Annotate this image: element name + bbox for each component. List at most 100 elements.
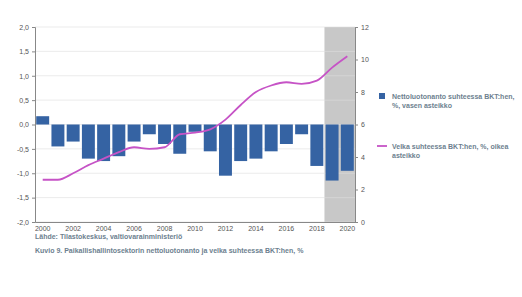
bar — [310, 125, 323, 166]
bar — [143, 125, 156, 135]
grid-line — [35, 75, 355, 76]
title: Kuvio 9. Paikallishallintosektorin netto… — [35, 247, 304, 255]
tick-label: 2014 — [248, 225, 264, 232]
tick-mark — [32, 222, 35, 223]
grid — [35, 27, 355, 222]
tick-mark — [32, 51, 35, 52]
grid-line — [35, 197, 355, 198]
tick-label: 2016 — [279, 225, 295, 232]
tick: 2014 — [248, 222, 264, 232]
tick: 2010 — [187, 222, 203, 232]
tick: 8 — [355, 89, 365, 96]
tick-label: 2000 — [35, 225, 51, 232]
tick: 1,0 — [19, 72, 35, 79]
tick: 0 — [355, 219, 365, 226]
tick-mark — [32, 198, 35, 199]
bar — [326, 125, 339, 181]
bar — [67, 125, 80, 142]
grid-line — [35, 51, 355, 52]
grid-line — [35, 173, 355, 174]
tick: 2002 — [65, 222, 81, 232]
tick-label: 0,0 — [19, 121, 29, 128]
tick-mark — [355, 92, 358, 93]
tick-label: 0,5 — [19, 97, 29, 104]
tick: 6 — [355, 121, 365, 128]
tick-mark — [355, 60, 358, 61]
legend-swatch — [377, 145, 387, 147]
tick: 2018 — [309, 222, 325, 232]
tick-label: 2020 — [340, 225, 356, 232]
line — [43, 56, 348, 180]
tick-mark — [32, 76, 35, 77]
tick: 12 — [355, 24, 369, 31]
tick-mark — [32, 149, 35, 150]
tick: -1,5 — [17, 194, 35, 201]
marks — [36, 56, 354, 180]
bar — [97, 125, 110, 162]
tick-label: -1,5 — [17, 194, 29, 201]
tick: 2006 — [126, 222, 142, 232]
tick-label: 6 — [361, 121, 365, 128]
bar — [341, 125, 354, 171]
tick-label: 8 — [361, 89, 365, 96]
tick: -2,0 — [17, 219, 35, 226]
tick-label: 2012 — [218, 225, 234, 232]
bar — [82, 125, 95, 159]
legend-label: Velka suhteessa BKT:hen, %, oikea asteik… — [392, 143, 510, 159]
legend-swatch — [379, 93, 385, 99]
plot: 2,01,51,00,50,0-0,5-1,0-1,5-2,0024681012… — [17, 24, 369, 232]
tick-label: 12 — [361, 24, 369, 31]
tick-mark — [355, 27, 358, 28]
bar — [189, 125, 202, 132]
tick-label: 0 — [361, 219, 365, 226]
tick: 2020 — [340, 222, 356, 232]
bar — [295, 125, 308, 135]
legend: Nettoluotonanto suhteessa BKT:hen, %, va… — [377, 93, 516, 159]
bar — [280, 125, 293, 145]
tick-label: 2004 — [96, 225, 112, 232]
tick: 2008 — [157, 222, 173, 232]
tick: -0,5 — [17, 146, 35, 153]
grid-line — [35, 222, 355, 223]
tick-label: 4 — [361, 154, 365, 161]
tick: 4 — [355, 154, 365, 161]
tick-label: 2008 — [157, 225, 173, 232]
tick: 10 — [355, 56, 369, 63]
tick: 2,0 — [19, 24, 35, 31]
grid-line — [35, 27, 355, 28]
tick: 2016 — [279, 222, 295, 232]
tick-mark — [32, 173, 35, 174]
tick-label: -1,0 — [17, 170, 29, 177]
tick-label: 2,0 — [19, 24, 29, 31]
tick-label: 2010 — [187, 225, 203, 232]
tick-mark — [32, 100, 35, 101]
tick: 2004 — [96, 222, 112, 232]
tick-mark — [355, 157, 358, 158]
tick: 2012 — [218, 222, 234, 232]
tick-label: 2018 — [309, 225, 325, 232]
tick-label: -0,5 — [17, 146, 29, 153]
axis-line — [356, 28, 359, 223]
bar — [128, 125, 141, 142]
tick-label: 2002 — [65, 225, 81, 232]
tick-label: 10 — [361, 56, 369, 63]
bar — [51, 125, 64, 147]
y2-axis: 0 2 4 6 8 10 12 — [355, 24, 369, 226]
tick-label: 2006 — [126, 225, 142, 232]
source-note: Lähde: Tilastokeskus, valtiovarainminist… — [35, 233, 182, 241]
tick-mark — [32, 125, 35, 126]
tick: 0,0 — [19, 121, 35, 128]
tick-mark — [355, 125, 358, 126]
tick-label: 1,0 — [19, 72, 29, 79]
tick: -1,0 — [17, 170, 35, 177]
grid-line — [35, 100, 355, 101]
tick-mark — [32, 27, 35, 28]
bar — [36, 116, 49, 124]
y-axis: 2,01,51,00,50,0-0,5-1,0-1,5-2,0 — [17, 24, 36, 226]
tick-label: -2,0 — [17, 219, 29, 226]
bar — [219, 125, 232, 176]
tick-label: 2 — [361, 186, 365, 193]
bar — [173, 125, 186, 154]
legend-label: Nettoluotonanto suhteessa BKT:hen, %, va… — [392, 93, 516, 110]
x-axis: 2000 2002 2004 2006 2008 2010 2012 2014 2016 2018… — [35, 222, 356, 232]
